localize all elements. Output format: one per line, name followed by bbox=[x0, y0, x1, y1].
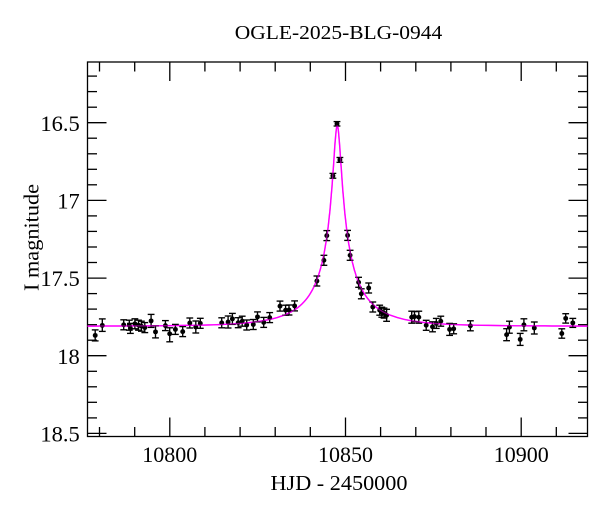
svg-text:10850: 10850 bbox=[318, 442, 373, 467]
svg-text:OGLE-2025-BLG-0944: OGLE-2025-BLG-0944 bbox=[235, 22, 443, 44]
svg-text:17: 17 bbox=[57, 189, 80, 214]
svg-text:18: 18 bbox=[57, 344, 80, 369]
svg-text:16.5: 16.5 bbox=[40, 111, 79, 136]
svg-text:HJD - 2450000: HJD - 2450000 bbox=[271, 471, 408, 495]
svg-text:10900: 10900 bbox=[494, 442, 549, 467]
svg-text:18.5: 18.5 bbox=[40, 422, 79, 447]
svg-text:10800: 10800 bbox=[142, 442, 197, 467]
svg-text:17.5: 17.5 bbox=[40, 266, 79, 291]
svg-text:I magnitude: I magnitude bbox=[20, 184, 44, 291]
